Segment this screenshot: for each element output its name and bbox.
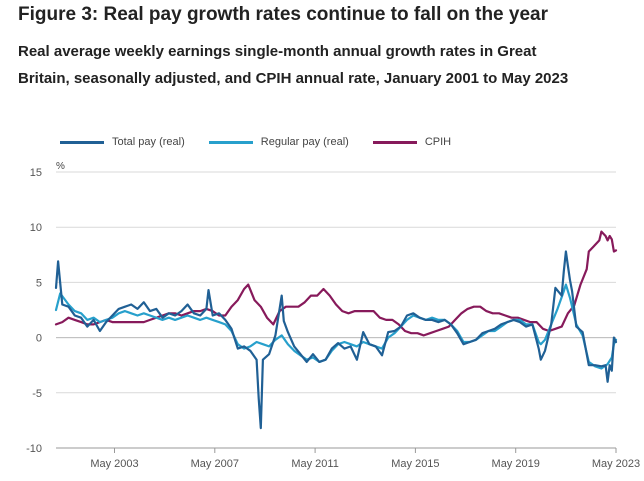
x-tick-label: May 2015 xyxy=(391,458,439,470)
y-axis-unit-label: % xyxy=(56,161,65,172)
x-tick-label: May 2023 xyxy=(592,458,640,470)
chart-legend: Total pay (real) Regular pay (real) CPIH xyxy=(60,136,475,148)
gridlines xyxy=(56,171,616,449)
series-line-regular-pay-real[interactable] xyxy=(54,283,618,370)
legend-label-regular-pay: Regular pay (real) xyxy=(260,136,349,148)
x-tick-label: May 2019 xyxy=(492,458,540,470)
y-tick-label: -10 xyxy=(26,443,42,455)
legend-item-total-pay[interactable]: Total pay (real) xyxy=(60,136,185,148)
y-tick-label: 0 xyxy=(36,333,42,345)
legend-swatch-regular-pay xyxy=(208,140,253,144)
legend-label-cpih: CPIH xyxy=(424,136,452,148)
series-line-cpih[interactable] xyxy=(54,230,618,337)
x-tick-label: May 2011 xyxy=(291,458,339,470)
x-axis-ticks: May 2003 May 2007 May 2011 May 2015 May 2019… xyxy=(56,447,640,470)
legend-item-cpih[interactable]: CPIH xyxy=(372,136,452,148)
y-tick-label: -5 xyxy=(32,388,42,400)
series-lines xyxy=(54,230,618,430)
y-tick-label: 15 xyxy=(30,167,42,179)
x-tick-label: May 2003 xyxy=(90,458,138,470)
series-line-total-pay-real[interactable] xyxy=(54,250,618,430)
y-tick-label: 10 xyxy=(30,222,42,234)
chart-subtitle: Real average weekly earnings single-mont… xyxy=(18,43,569,87)
legend-label-total-pay: Total pay (real) xyxy=(112,136,185,148)
legend-swatch-cpih xyxy=(372,140,417,144)
chart-title: Figure 3: Real pay growth rates continue… xyxy=(18,4,548,25)
legend-swatch-total-pay xyxy=(60,140,104,144)
y-tick-label: 5 xyxy=(36,277,42,289)
legend-item-regular-pay[interactable]: Regular pay (real) xyxy=(208,136,349,148)
x-tick-label: May 2007 xyxy=(191,458,239,470)
y-axis-ticks: 15 10 5 0 -5 -10 xyxy=(26,167,42,455)
